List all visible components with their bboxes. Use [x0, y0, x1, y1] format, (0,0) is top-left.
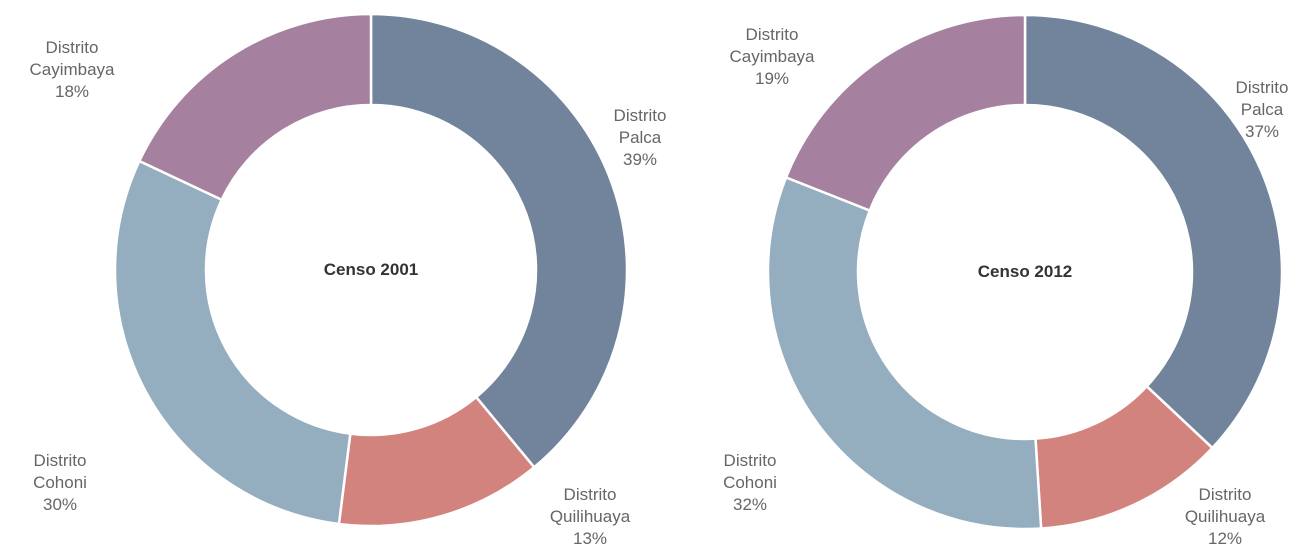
slice-label: Distrito Quilihuaya — [1184, 485, 1266, 526]
slice-value-label: 39% — [622, 150, 658, 169]
slice-label: Distrito Cohoni — [723, 451, 777, 492]
slice-value-label: 37% — [1244, 122, 1280, 141]
donut-slice — [766, 175, 1043, 531]
slice-label: Distrito Quilihuaya — [549, 485, 631, 526]
slice-value-label: 12% — [1207, 529, 1243, 548]
slice-label: Distrito Cayimbaya — [729, 25, 815, 66]
donut-slice — [1023, 13, 1284, 450]
donut-slice — [113, 159, 352, 526]
slice-label: Distrito Palca — [1235, 78, 1289, 119]
slice-label: Distrito Palca — [613, 106, 667, 147]
slice-label: Distrito Cayimbaya — [29, 38, 115, 79]
slice-value-label: 32% — [732, 495, 768, 514]
slice-label: Distrito Cohoni — [33, 451, 87, 492]
chart-title: Censo 2001 — [323, 260, 419, 279]
slice-value-label: 19% — [754, 69, 790, 88]
donut-slice — [369, 12, 629, 470]
slice-value-label: 13% — [572, 529, 608, 548]
donut-slice — [784, 13, 1027, 213]
slice-value-label: 18% — [54, 82, 90, 101]
donut-slice — [137, 12, 373, 202]
chart-title: Censo 2012 — [977, 262, 1073, 281]
slice-value-label: 30% — [42, 495, 78, 514]
